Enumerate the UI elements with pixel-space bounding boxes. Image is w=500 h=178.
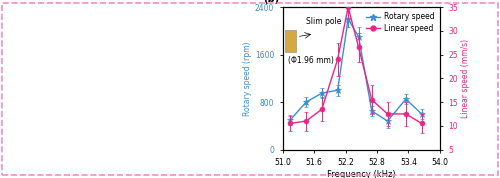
FancyBboxPatch shape xyxy=(285,30,296,52)
Y-axis label: Rotary speed (rpm): Rotary speed (rpm) xyxy=(243,41,252,116)
Y-axis label: Linear speed (mm/s): Linear speed (mm/s) xyxy=(461,39,470,118)
Text: (Φ1.96 mm): (Φ1.96 mm) xyxy=(288,56,334,65)
X-axis label: Frequency (kHz): Frequency (kHz) xyxy=(327,170,396,178)
Legend: Rotary speed, Linear speed: Rotary speed, Linear speed xyxy=(365,11,436,34)
Text: (b): (b) xyxy=(264,0,280,4)
Text: Slim pole: Slim pole xyxy=(306,17,342,26)
